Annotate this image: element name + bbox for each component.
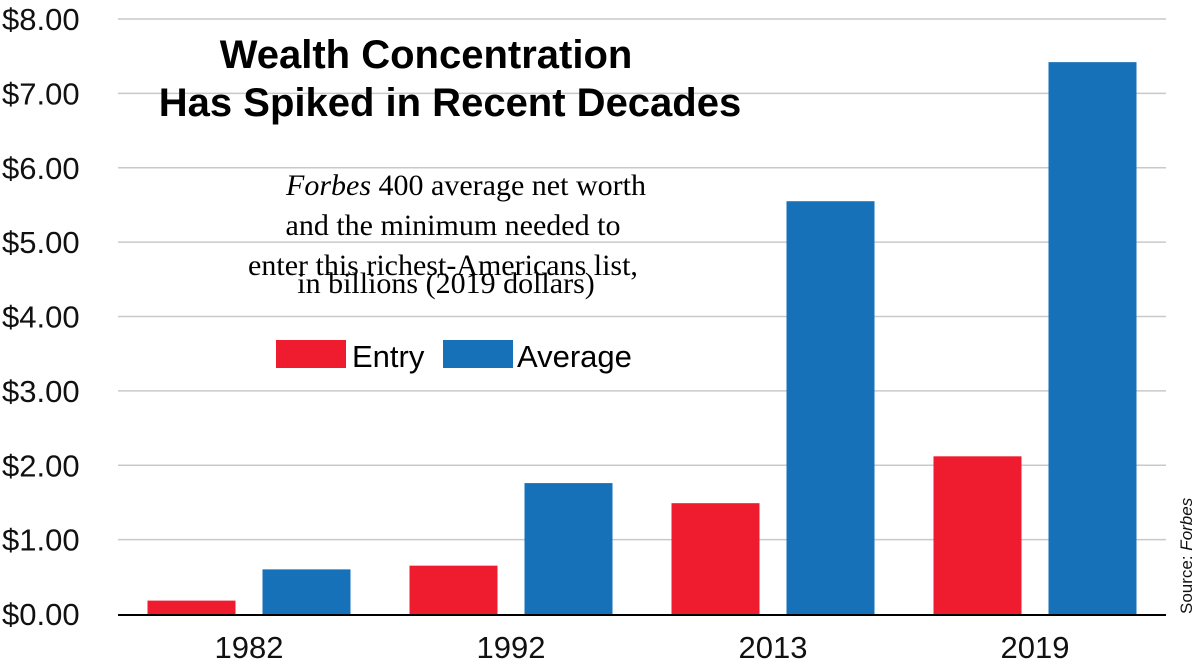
bar-entry-1992	[409, 565, 498, 614]
chart-subtitle: Forbes 400 average net worth and the min…	[248, 169, 646, 300]
y-tick-label: $5.00	[2, 225, 80, 260]
bar-entry-2013	[671, 503, 760, 614]
source-note: Source: Forbes	[1177, 497, 1196, 614]
y-axis: $0.00 $1.00 $2.00 $3.00 $4.00 $5.00 $6.00 $7.00…	[2, 2, 80, 632]
legend-label-average: Average	[517, 339, 632, 374]
chart-subtitle-line-4: in billions (2019 dollars)	[297, 267, 594, 300]
legend-swatch-average	[443, 340, 513, 368]
y-tick-label: $0.00	[2, 597, 80, 632]
y-tick-label: $6.00	[2, 151, 80, 186]
bar-average-2013	[786, 201, 875, 614]
legend-label-entry: Entry	[352, 339, 425, 374]
y-tick-label: $4.00	[2, 300, 80, 335]
bar-average-1982	[262, 569, 351, 614]
bar-average-1992	[524, 483, 613, 614]
chart-subtitle-line-2: and the minimum needed to	[286, 209, 621, 242]
y-tick-label: $2.00	[2, 448, 80, 483]
x-tick-label: 1992	[477, 630, 546, 665]
bar-entry-1982	[147, 600, 236, 614]
x-axis: 1982 1992 2013 2019	[215, 630, 1070, 665]
bar-entry-2019	[933, 456, 1022, 614]
bars	[147, 62, 1137, 614]
y-tick-label: $7.00	[2, 76, 80, 111]
y-tick-label: $8.00	[2, 2, 80, 37]
x-tick-label: 2019	[1001, 630, 1070, 665]
chart-title: Wealth Concentration Has Spiked in Recen…	[159, 33, 741, 125]
legend-swatch-entry	[276, 340, 346, 368]
x-tick-label: 2013	[739, 630, 808, 665]
x-tick-label: 1982	[215, 630, 284, 665]
chart-subtitle-line-1: Forbes 400 average net worth	[285, 169, 646, 202]
chart-title-line-2: Has Spiked in Recent Decades	[159, 81, 741, 125]
gridlines	[118, 18, 1166, 541]
legend: Entry Average	[276, 339, 632, 374]
y-tick-label: $1.00	[2, 523, 80, 558]
chart-subtitle-line-3: enter this richest-Americans list,	[248, 249, 638, 282]
y-tick-label: $3.00	[2, 374, 80, 409]
chart-title-line-1: Wealth Concentration	[220, 33, 633, 77]
bar-average-2019	[1048, 62, 1137, 614]
